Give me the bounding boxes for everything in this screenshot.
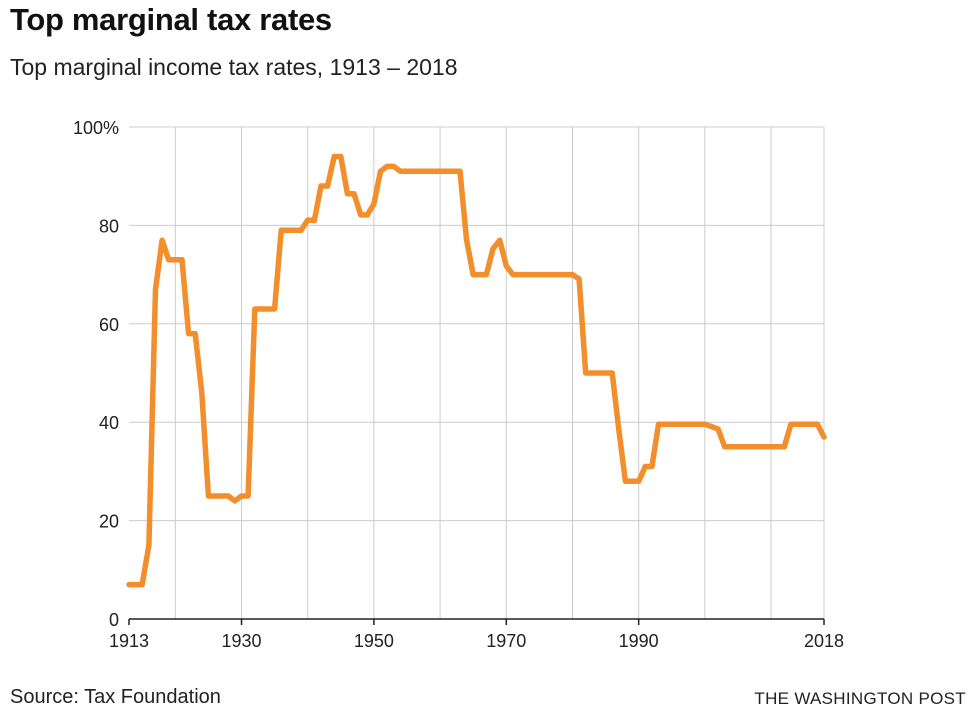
x-tick-label: 1970 xyxy=(486,631,526,651)
y-tick-label: 0 xyxy=(109,610,119,630)
line-chart: 0 20 40 60 80 100% 1913 1930 1950 1970 1990 2018 xyxy=(73,118,844,651)
publisher-credit: THE WASHINGTON POST xyxy=(754,689,966,708)
axes xyxy=(128,618,825,625)
y-tick-label: 40 xyxy=(99,413,119,433)
x-tick-label: 1990 xyxy=(619,631,659,651)
series-line-top-tax-rate xyxy=(126,153,827,588)
chart-subtitle: Top marginal income tax rates, 1913 – 20… xyxy=(10,54,458,80)
x-tick-label: 1930 xyxy=(222,631,262,651)
gridlines xyxy=(129,126,825,619)
source-note: Source: Tax Foundation xyxy=(10,686,221,708)
x-tick-label: 2018 xyxy=(804,631,844,651)
chart-title: Top marginal tax rates xyxy=(10,2,332,37)
y-tick-label: 80 xyxy=(99,216,119,236)
x-tick-label: 1913 xyxy=(109,631,149,651)
x-tick-label: 1950 xyxy=(354,631,394,651)
y-tick-label: 20 xyxy=(99,512,119,532)
series-lines xyxy=(126,153,827,588)
tick-labels: 0 20 40 60 80 100% 1913 1930 1950 1970 1990 2018 xyxy=(73,118,844,651)
y-tick-label: 60 xyxy=(99,315,119,335)
y-tick-label: 100% xyxy=(73,118,119,138)
